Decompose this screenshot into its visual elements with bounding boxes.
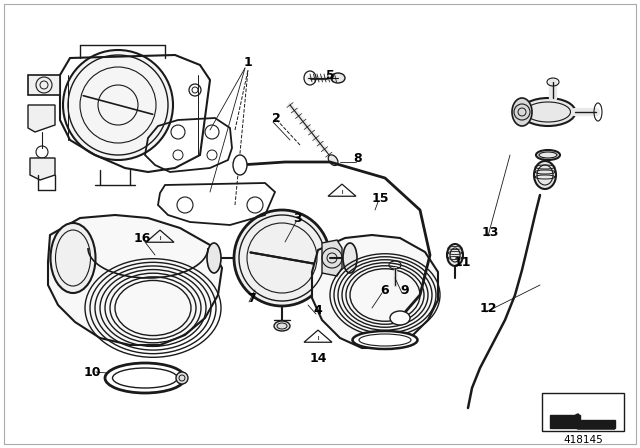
Polygon shape bbox=[312, 235, 438, 348]
Text: 4: 4 bbox=[314, 303, 323, 316]
Text: 13: 13 bbox=[481, 225, 499, 238]
Ellipse shape bbox=[331, 73, 345, 83]
Ellipse shape bbox=[447, 244, 463, 266]
Text: 6: 6 bbox=[381, 284, 389, 297]
Text: 9: 9 bbox=[401, 284, 410, 297]
Ellipse shape bbox=[233, 155, 247, 175]
Text: 11: 11 bbox=[453, 255, 471, 268]
Text: 1: 1 bbox=[244, 56, 252, 69]
Polygon shape bbox=[30, 158, 55, 180]
Polygon shape bbox=[28, 105, 55, 132]
Text: 418145: 418145 bbox=[563, 435, 603, 445]
Text: !: ! bbox=[158, 236, 162, 245]
Ellipse shape bbox=[390, 311, 410, 325]
Circle shape bbox=[234, 210, 330, 306]
Polygon shape bbox=[550, 415, 615, 428]
Text: !: ! bbox=[316, 336, 319, 345]
Circle shape bbox=[176, 372, 188, 384]
Ellipse shape bbox=[353, 331, 417, 349]
Ellipse shape bbox=[105, 363, 185, 393]
Text: 5: 5 bbox=[326, 69, 334, 82]
Text: 8: 8 bbox=[354, 151, 362, 164]
Ellipse shape bbox=[520, 98, 575, 126]
Ellipse shape bbox=[274, 321, 290, 331]
Ellipse shape bbox=[207, 243, 221, 273]
Ellipse shape bbox=[512, 98, 532, 126]
Text: !: ! bbox=[340, 190, 344, 198]
Ellipse shape bbox=[534, 161, 556, 189]
Polygon shape bbox=[48, 215, 222, 345]
Text: 2: 2 bbox=[271, 112, 280, 125]
Ellipse shape bbox=[51, 223, 95, 293]
Ellipse shape bbox=[328, 155, 338, 165]
Text: 14: 14 bbox=[309, 352, 327, 365]
Ellipse shape bbox=[536, 150, 560, 160]
Text: 15: 15 bbox=[371, 191, 388, 204]
Polygon shape bbox=[322, 240, 342, 276]
Text: 16: 16 bbox=[133, 232, 150, 245]
Circle shape bbox=[63, 50, 173, 160]
Ellipse shape bbox=[343, 243, 357, 273]
Polygon shape bbox=[28, 75, 60, 95]
Text: 12: 12 bbox=[479, 302, 497, 314]
FancyBboxPatch shape bbox=[542, 393, 624, 431]
Text: 10: 10 bbox=[83, 366, 100, 379]
Text: 3: 3 bbox=[294, 211, 302, 224]
Text: 7: 7 bbox=[248, 292, 257, 305]
